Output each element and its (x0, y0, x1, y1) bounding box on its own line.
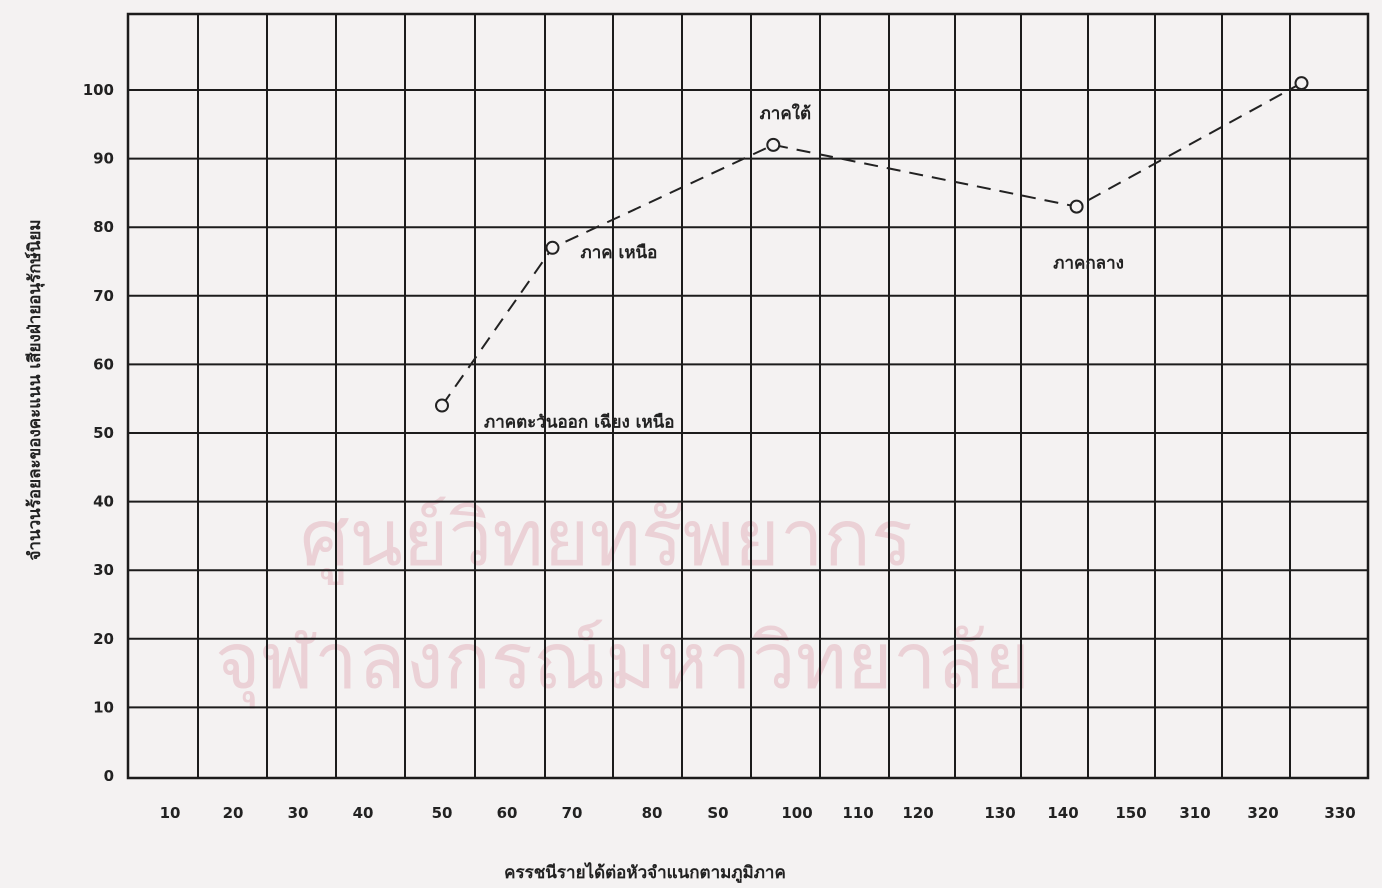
data-label: ภาคใต้ (760, 103, 811, 124)
series: ภาคตะวันออก เฉียง เหนือ ภาค เหนือ ภาคใต้ภา… (435, 76, 1309, 433)
y-tick-label: 0 (104, 767, 114, 785)
x-tick-label: 20 (223, 804, 244, 822)
y-axis-title: จำนวนร้อยละของคะแนน เสียงฝ่ายอนุรักษ์นิย… (24, 219, 45, 560)
data-point (1069, 199, 1084, 214)
x-tick-label: 310 (1179, 804, 1210, 822)
x-tick-label: 120 (902, 804, 933, 822)
data-label: ภาค เหนือ (581, 242, 658, 263)
x-tick-label: 150 (1115, 804, 1146, 822)
y-tick-label: 40 (93, 493, 114, 511)
x-tick-label: 60 (497, 804, 518, 822)
y-tick-label: 10 (93, 698, 114, 716)
x-tick-label: 130 (984, 804, 1015, 822)
x-tick-label: 50 (432, 804, 453, 822)
data-point (545, 240, 560, 255)
x-axis: 10 20 30 40 50 60 70 80 S0 100 110 120 130 140 150 310 3… (160, 804, 1356, 822)
x-tick-label: 10 (160, 804, 181, 822)
grid (126, 12, 1370, 780)
data-point (435, 398, 449, 413)
x-tick-label: 330 (1324, 804, 1355, 822)
y-tick-label: 30 (93, 561, 114, 579)
x-tick-label: 100 (781, 804, 812, 822)
y-tick-label: 70 (93, 287, 114, 305)
x-axis-title: ครรชนีรายได้ต่อหัวจำแนกตามภูมิภาค (504, 862, 786, 884)
data-label: ภาคตะวันออก เฉียง เหนือ (484, 412, 675, 433)
data-label: ภาคกลาง (1053, 254, 1124, 274)
y-tick-label: 50 (93, 424, 114, 442)
x-tick-label: 110 (842, 804, 873, 822)
plot-frame (126, 12, 1370, 780)
x-tick-label: S0 (707, 804, 728, 822)
x-tick-label: 140 (1047, 804, 1078, 822)
data-point (1294, 76, 1309, 91)
x-tick-label: 320 (1247, 804, 1278, 822)
x-tick-label: 40 (353, 804, 374, 822)
y-tick-label: 20 (93, 630, 114, 648)
data-point (766, 137, 781, 152)
y-tick-label: 60 (93, 355, 114, 373)
x-tick-label: 30 (288, 804, 309, 822)
y-axis: 0 10 20 30 40 50 60 70 80 90 100 (83, 81, 114, 785)
y-tick-label: 100 (83, 81, 114, 99)
watermark: ศูนย์วิทยทรัพยากร จุฬาลงกรณ์มหาวิทยาลัย (215, 494, 1030, 709)
series-line (441, 82, 1302, 407)
watermark-line2: จุฬาลงกรณ์มหาวิทยาลัย (215, 617, 1030, 709)
x-tick-label: 80 (642, 804, 663, 822)
y-tick-label: 80 (93, 218, 114, 236)
y-tick-label: 90 (93, 150, 114, 168)
x-tick-label: 70 (562, 804, 583, 822)
